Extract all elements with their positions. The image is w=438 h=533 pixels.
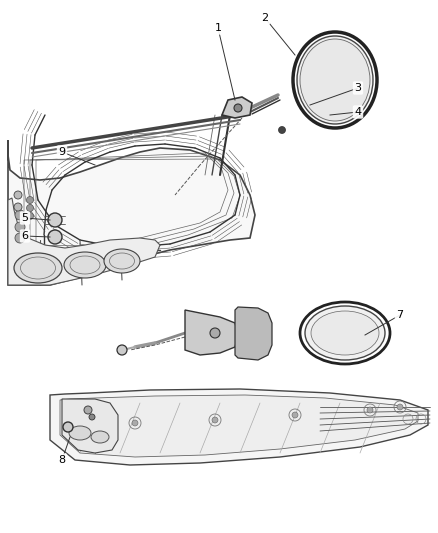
Circle shape <box>48 213 62 227</box>
Polygon shape <box>60 395 418 457</box>
Ellipse shape <box>311 311 379 355</box>
Text: 9: 9 <box>58 147 66 157</box>
Ellipse shape <box>300 39 370 121</box>
Polygon shape <box>222 97 252 118</box>
Polygon shape <box>8 198 160 285</box>
Circle shape <box>63 422 73 432</box>
Circle shape <box>15 233 25 243</box>
Circle shape <box>84 406 92 414</box>
Text: 5: 5 <box>21 213 28 223</box>
Ellipse shape <box>69 426 91 440</box>
Ellipse shape <box>91 431 109 443</box>
Circle shape <box>210 328 220 338</box>
Text: 7: 7 <box>396 310 403 320</box>
Circle shape <box>15 222 25 232</box>
Text: 1: 1 <box>215 23 222 33</box>
Circle shape <box>292 412 298 418</box>
Circle shape <box>117 345 127 355</box>
Circle shape <box>234 104 242 112</box>
Ellipse shape <box>305 306 385 360</box>
Circle shape <box>48 230 62 244</box>
Ellipse shape <box>104 249 140 273</box>
Circle shape <box>212 417 218 423</box>
Ellipse shape <box>64 252 106 278</box>
Circle shape <box>132 420 138 426</box>
Circle shape <box>27 197 33 204</box>
Circle shape <box>14 203 22 211</box>
Ellipse shape <box>297 36 373 124</box>
Polygon shape <box>235 307 272 360</box>
Circle shape <box>367 407 373 413</box>
Circle shape <box>14 191 22 199</box>
Text: 8: 8 <box>58 455 66 465</box>
Circle shape <box>27 213 33 220</box>
Text: 3: 3 <box>354 83 361 93</box>
Polygon shape <box>8 140 255 285</box>
Circle shape <box>15 210 25 220</box>
Ellipse shape <box>14 253 62 283</box>
Circle shape <box>27 205 33 212</box>
Circle shape <box>397 404 403 410</box>
Text: 4: 4 <box>354 107 361 117</box>
Polygon shape <box>50 389 428 465</box>
Polygon shape <box>62 399 118 453</box>
Text: 2: 2 <box>261 13 268 23</box>
Circle shape <box>279 126 286 133</box>
Polygon shape <box>185 310 238 355</box>
Circle shape <box>89 414 95 420</box>
Text: 6: 6 <box>21 231 28 241</box>
